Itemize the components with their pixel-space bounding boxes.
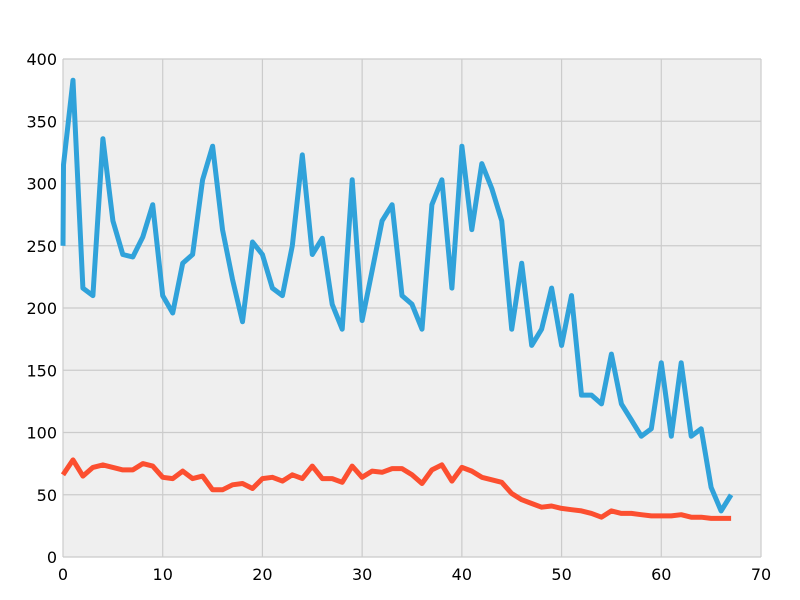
y-tick-label: 350 (26, 112, 57, 131)
x-tick-label: 30 (352, 565, 372, 584)
y-tick-label: 400 (26, 50, 57, 69)
x-tick-label: 40 (452, 565, 472, 584)
y-tick-label: 100 (26, 424, 57, 443)
y-tick-label: 200 (26, 299, 57, 318)
x-tick-label: 50 (551, 565, 571, 584)
series-line-1 (60, 77, 734, 514)
x-tick-label: 10 (153, 565, 173, 584)
series-lines (60, 77, 734, 521)
x-tick-label: 0 (58, 565, 68, 584)
x-tick-label: 60 (651, 565, 671, 584)
series-line-2 (60, 457, 732, 521)
tick-labels: 0 10 20 30 40 50 60 70 0 50 100 150 200 250 300 350 400 (26, 50, 771, 584)
x-tick-label: 20 (252, 565, 272, 584)
y-tick-label: 250 (26, 237, 57, 256)
y-tick-label: 50 (37, 486, 57, 505)
y-tick-label: 150 (26, 361, 57, 380)
x-tick-label: 70 (751, 565, 771, 584)
y-tick-label: 300 (26, 175, 57, 194)
y-tick-label: 0 (47, 548, 57, 567)
